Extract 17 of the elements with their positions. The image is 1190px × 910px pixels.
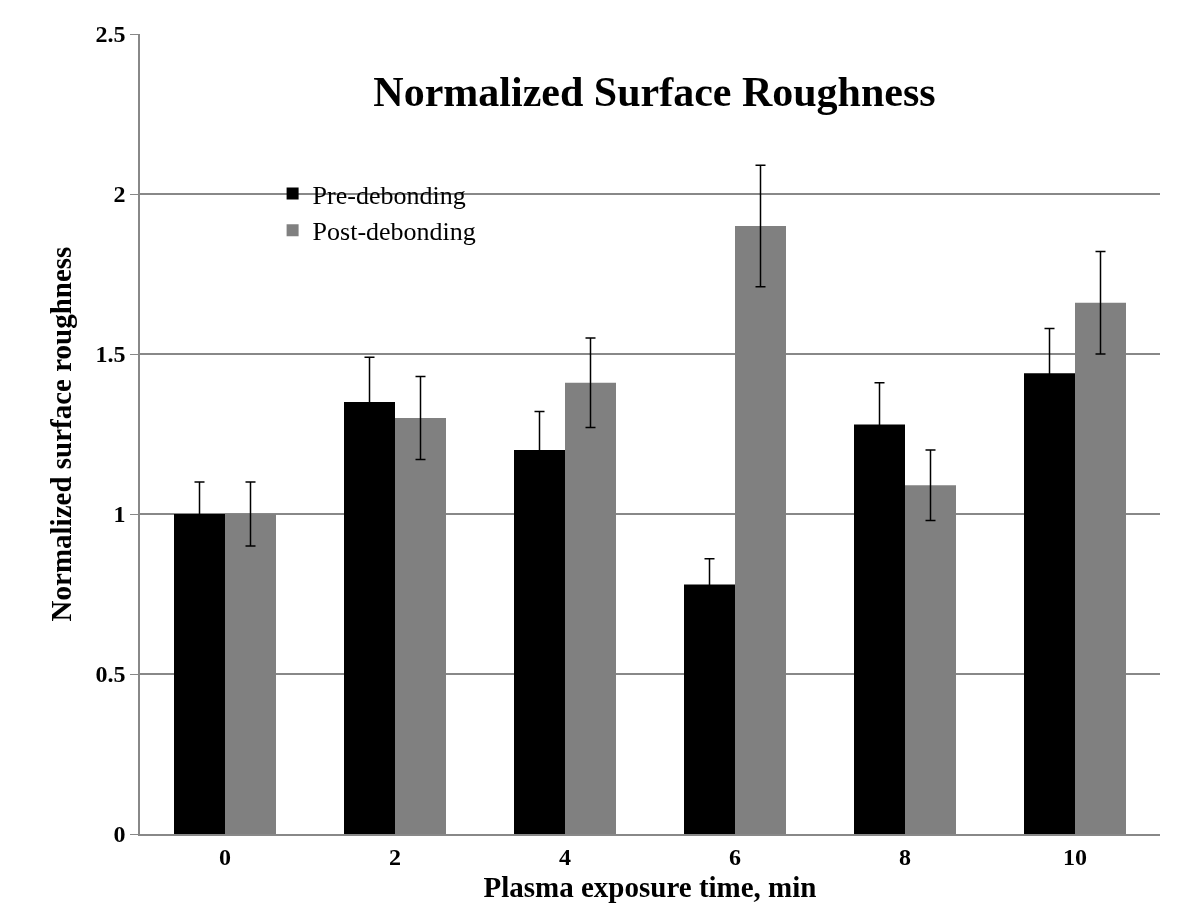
y-tick-label: 2 — [113, 181, 126, 208]
y-tick-label: 1.5 — [95, 341, 126, 368]
x-tick-label: 10 — [1063, 843, 1087, 870]
x-tick-label: 0 — [219, 843, 231, 870]
y-tick-label: 2.5 — [95, 21, 126, 48]
text: Normalized Surface Roughness — [373, 68, 936, 115]
x-tick-label: 4 — [559, 843, 571, 870]
y-axis-title: Normalized surface roughness — [45, 246, 78, 622]
x-tick-label: 8 — [899, 843, 911, 870]
x-axis-title: Plasma exposure time, min — [483, 870, 817, 903]
legend-label: Post-debonding — [312, 217, 476, 247]
x-tick-label: 2 — [389, 843, 401, 870]
y-tick-label: 0.5 — [95, 661, 126, 688]
legend-label: Pre-debonding — [312, 180, 466, 210]
x-tick-label: 6 — [729, 843, 741, 870]
y-tick-label: 1 — [113, 501, 126, 528]
y-tick-label: 0 — [113, 821, 126, 848]
